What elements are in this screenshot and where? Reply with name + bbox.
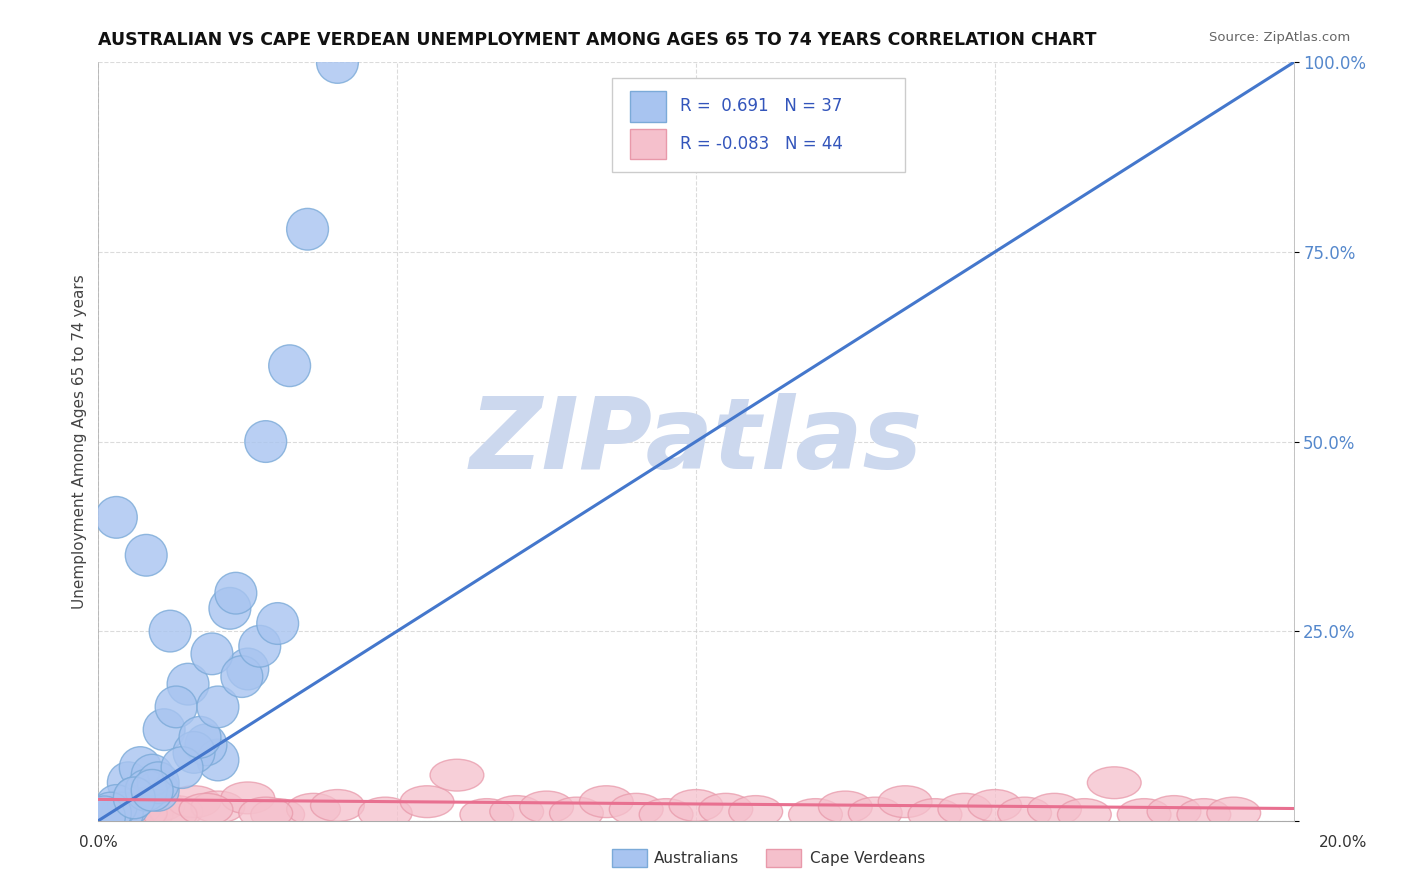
- FancyBboxPatch shape: [630, 91, 666, 121]
- Ellipse shape: [143, 798, 197, 830]
- FancyBboxPatch shape: [613, 78, 905, 172]
- Ellipse shape: [640, 798, 693, 830]
- Ellipse shape: [90, 792, 131, 834]
- Ellipse shape: [609, 793, 664, 825]
- Ellipse shape: [221, 656, 263, 698]
- Ellipse shape: [520, 791, 574, 823]
- Ellipse shape: [1028, 793, 1081, 825]
- Ellipse shape: [167, 786, 221, 818]
- Text: Source: ZipAtlas.com: Source: ZipAtlas.com: [1209, 31, 1350, 45]
- Ellipse shape: [226, 648, 269, 690]
- Ellipse shape: [83, 796, 125, 838]
- Text: R = -0.083   N = 44: R = -0.083 N = 44: [681, 136, 844, 153]
- Ellipse shape: [107, 793, 162, 825]
- Ellipse shape: [430, 759, 484, 791]
- Ellipse shape: [149, 796, 202, 828]
- Ellipse shape: [114, 797, 167, 829]
- Ellipse shape: [1087, 767, 1142, 798]
- Ellipse shape: [287, 793, 340, 825]
- Ellipse shape: [239, 797, 292, 829]
- Ellipse shape: [818, 791, 872, 823]
- Ellipse shape: [550, 797, 603, 829]
- Text: AUSTRALIAN VS CAPE VERDEAN UNEMPLOYMENT AMONG AGES 65 TO 74 YEARS CORRELATION CH: AUSTRALIAN VS CAPE VERDEAN UNEMPLOYMENT …: [98, 31, 1097, 49]
- Ellipse shape: [191, 633, 233, 674]
- Ellipse shape: [316, 42, 359, 83]
- Ellipse shape: [131, 770, 173, 811]
- FancyBboxPatch shape: [630, 129, 666, 160]
- Ellipse shape: [789, 798, 842, 830]
- Ellipse shape: [221, 782, 274, 814]
- Ellipse shape: [138, 762, 179, 804]
- Ellipse shape: [359, 797, 412, 829]
- Ellipse shape: [143, 709, 186, 750]
- Ellipse shape: [250, 798, 305, 830]
- Ellipse shape: [460, 798, 513, 830]
- Ellipse shape: [167, 664, 209, 705]
- Ellipse shape: [489, 796, 544, 828]
- Ellipse shape: [197, 739, 239, 780]
- Ellipse shape: [114, 777, 155, 819]
- Ellipse shape: [848, 797, 903, 829]
- Ellipse shape: [669, 789, 723, 822]
- Ellipse shape: [179, 716, 221, 758]
- Ellipse shape: [1206, 797, 1261, 829]
- Ellipse shape: [908, 798, 962, 830]
- Text: R =  0.691   N = 37: R = 0.691 N = 37: [681, 97, 842, 115]
- Ellipse shape: [131, 789, 186, 822]
- Ellipse shape: [998, 797, 1052, 829]
- Text: 0.0%: 0.0%: [79, 836, 118, 850]
- Ellipse shape: [107, 785, 149, 826]
- Ellipse shape: [245, 421, 287, 462]
- Ellipse shape: [120, 798, 173, 830]
- Ellipse shape: [96, 497, 138, 538]
- Text: 20.0%: 20.0%: [1319, 836, 1367, 850]
- Text: Australians: Australians: [654, 851, 740, 865]
- Ellipse shape: [699, 793, 752, 825]
- Ellipse shape: [107, 762, 149, 804]
- Ellipse shape: [125, 534, 167, 576]
- Ellipse shape: [1177, 798, 1230, 830]
- Ellipse shape: [186, 724, 226, 765]
- Ellipse shape: [179, 793, 233, 825]
- Ellipse shape: [967, 789, 1022, 822]
- Y-axis label: Unemployment Among Ages 65 to 74 years: Unemployment Among Ages 65 to 74 years: [72, 274, 87, 609]
- Ellipse shape: [1118, 798, 1171, 830]
- Ellipse shape: [938, 793, 991, 825]
- Ellipse shape: [239, 625, 281, 667]
- Ellipse shape: [155, 686, 197, 728]
- Ellipse shape: [114, 777, 155, 819]
- Ellipse shape: [311, 789, 364, 822]
- Ellipse shape: [173, 731, 215, 773]
- Ellipse shape: [131, 755, 173, 796]
- Ellipse shape: [125, 770, 167, 811]
- Text: ZIPatlas: ZIPatlas: [470, 393, 922, 490]
- Ellipse shape: [728, 796, 783, 828]
- Ellipse shape: [120, 747, 162, 789]
- Ellipse shape: [96, 797, 149, 829]
- Ellipse shape: [197, 686, 239, 728]
- Ellipse shape: [215, 573, 257, 614]
- Ellipse shape: [96, 785, 138, 826]
- Ellipse shape: [257, 603, 298, 644]
- Text: Cape Verdeans: Cape Verdeans: [810, 851, 925, 865]
- Ellipse shape: [101, 792, 143, 834]
- Ellipse shape: [287, 209, 329, 250]
- Ellipse shape: [149, 610, 191, 652]
- Ellipse shape: [1147, 796, 1201, 828]
- Ellipse shape: [879, 786, 932, 818]
- Ellipse shape: [401, 786, 454, 818]
- Ellipse shape: [138, 770, 179, 811]
- Ellipse shape: [90, 801, 143, 833]
- Ellipse shape: [209, 588, 250, 629]
- Ellipse shape: [1057, 798, 1111, 830]
- Ellipse shape: [579, 786, 633, 818]
- Ellipse shape: [269, 345, 311, 386]
- Ellipse shape: [191, 791, 245, 823]
- Ellipse shape: [162, 747, 202, 789]
